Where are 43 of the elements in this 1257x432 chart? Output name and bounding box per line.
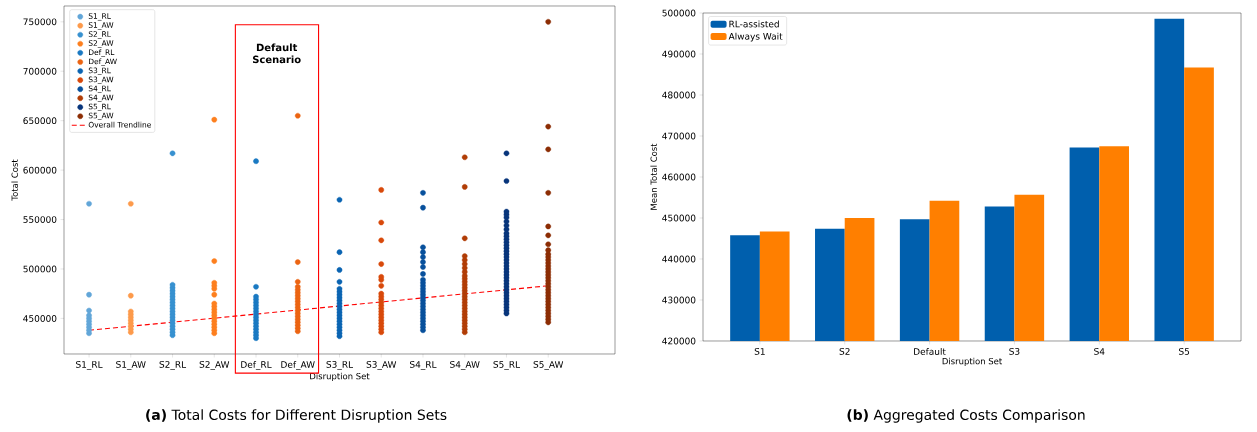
text: (b) Aggregated Costs Comparison <box>847 409 1085 423</box>
x-tick-label: S4_RL <box>410 361 437 370</box>
x-tick-label: S2_AW <box>199 361 230 370</box>
annotation: Default Scenario <box>252 43 301 64</box>
y-tick-label: 470000 <box>662 132 696 140</box>
y-axis-title: Total Cost <box>11 159 18 201</box>
y-tick-label: 650000 <box>23 117 57 125</box>
y-tick-label: 480000 <box>662 91 696 99</box>
x-tick-label: S4 <box>1094 348 1105 355</box>
y-tick-label: 550000 <box>23 216 57 223</box>
x-axis-title: Disruption Set <box>310 372 370 381</box>
x-tick-label: S3_AW <box>366 361 397 370</box>
x-axis-title: Disruption Set <box>942 357 1002 366</box>
x-tick-label: S1 <box>754 348 765 355</box>
y-tick-label: 700000 <box>23 67 57 75</box>
y-tick-label: 450000 <box>23 315 57 322</box>
x-tick-label: S3_RL <box>326 361 354 370</box>
text: (a) Total Costs for Different Disruption Sets <box>146 409 447 423</box>
x-tick-label: S2 <box>839 348 850 355</box>
y-tick-label: 500000 <box>662 9 696 17</box>
x-tick-label: S1_AW <box>116 361 146 370</box>
x-tick-label: Def_AW <box>281 361 315 370</box>
x-tick-label: S5_AW <box>533 361 564 370</box>
x-tick-label: S5 <box>1179 348 1190 355</box>
y-tick-label: 460000 <box>662 173 696 181</box>
x-tick-label: S3 <box>1009 348 1020 355</box>
x-tick-label: Default <box>914 348 946 355</box>
y-tick-label: 430000 <box>662 296 696 304</box>
y-tick-label: 500000 <box>23 265 57 273</box>
x-tick-label: S4_AW <box>450 361 480 370</box>
y-tick-label: 450000 <box>662 214 696 222</box>
y-axis-title: Mean Total Cost <box>650 143 657 210</box>
y-tick-label: 490000 <box>662 50 696 58</box>
x-tick-label: S1_RL <box>76 361 103 370</box>
x-tick-label: S5_RL <box>493 361 520 370</box>
legend-label: RL-assisted <box>729 20 779 28</box>
x-tick-label: S2_RL <box>159 361 187 370</box>
y-tick-label: 750000 <box>23 18 57 26</box>
y-tick-label: 440000 <box>662 255 696 263</box>
x-tick-label: Def_RL <box>241 361 272 370</box>
legend-label: Always Wait <box>728 32 783 42</box>
y-tick-label: 600000 <box>23 166 57 174</box>
y-tick-label: 420000 <box>662 337 696 345</box>
